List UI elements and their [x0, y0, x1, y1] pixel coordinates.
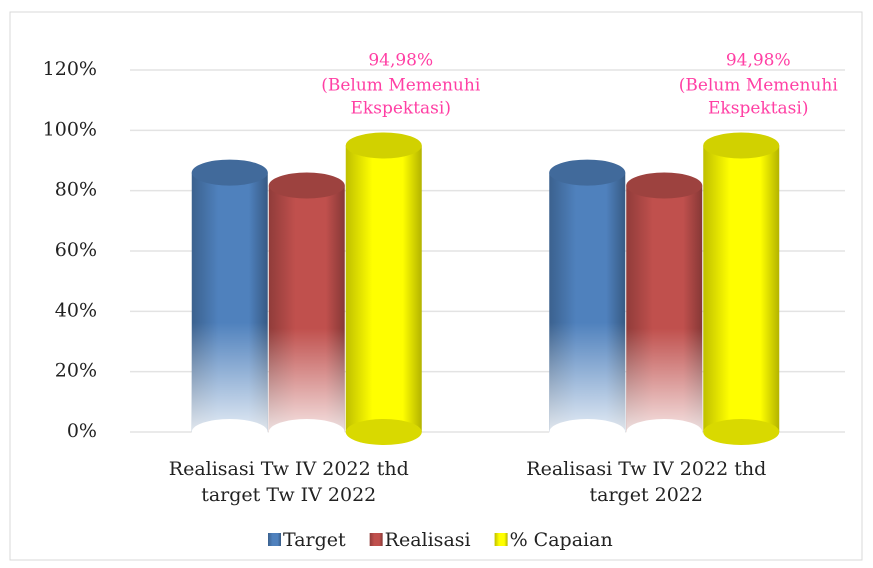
annotation: (Belum Memenuhi: [321, 76, 481, 96]
bar-top: [345, 132, 422, 159]
bar-top: [703, 132, 780, 159]
y-tick-label: 80%: [55, 179, 97, 201]
bar-fade: [268, 185, 345, 445]
bar-fade: [191, 172, 268, 446]
annotation: Ekspektasi): [351, 99, 451, 119]
bar-top: [268, 172, 345, 199]
bar-top: [626, 172, 703, 199]
annotation: (Belum Memenuhi: [679, 76, 839, 96]
legend-swatch: [494, 533, 508, 546]
legend-swatch: [268, 533, 281, 546]
legend-label: Realisasi: [385, 529, 471, 551]
y-tick-label: 20%: [55, 360, 97, 382]
y-tick-label: 120%: [43, 58, 97, 80]
legend-swatch: [369, 533, 383, 546]
y-tick-label: 0%: [67, 420, 97, 442]
data-label: 94,98%: [368, 51, 433, 71]
bar-top: [549, 159, 626, 186]
bar-top: [191, 159, 268, 186]
bar: [345, 145, 422, 433]
annotation: Ekspektasi): [708, 99, 808, 119]
x-tick-label: target Tw IV 2022: [201, 484, 376, 506]
y-tick-label: 40%: [55, 299, 97, 321]
bar: [703, 145, 780, 433]
data-label: 94,98%: [726, 51, 791, 71]
bar-fade: [626, 185, 703, 445]
bar-base: [703, 419, 780, 445]
bar-base: [345, 419, 422, 445]
x-tick-label: target 2022: [590, 484, 703, 506]
x-tick-label: Realisasi Tw IV 2022 thd: [169, 458, 409, 480]
y-tick-label: 60%: [55, 239, 97, 261]
bar-fade: [549, 172, 626, 446]
y-tick-label: 100%: [43, 118, 97, 140]
legend-label: % Capaian: [510, 529, 613, 551]
legend-label: Target: [283, 529, 346, 551]
x-tick-label: Realisasi Tw IV 2022 thd: [526, 458, 766, 480]
